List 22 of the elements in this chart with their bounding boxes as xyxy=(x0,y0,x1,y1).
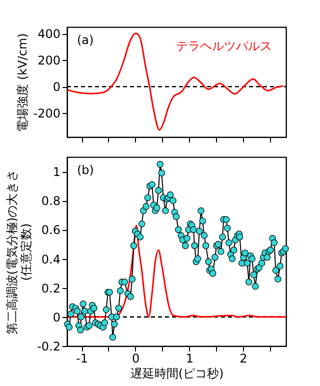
annotation: (b) xyxy=(77,163,94,177)
annotation: (a) xyxy=(77,33,94,47)
y-tick-label: 0 xyxy=(52,310,60,324)
y-tick-label: 200 xyxy=(38,54,60,68)
y-tick-label: 1 xyxy=(52,165,60,180)
y-tick-label: -200 xyxy=(33,106,60,121)
y-tick-label: 0.6 xyxy=(41,223,60,238)
x-axis-title: 遅延時間(ピコ秒) xyxy=(130,366,224,380)
y-tick-label: 400 xyxy=(38,27,60,42)
y-tick-label: 0.8 xyxy=(41,194,60,208)
text: テラヘルツパルス xyxy=(176,39,272,53)
x-tick-label: 0 xyxy=(132,352,140,366)
y-tick-label: 0.4 xyxy=(41,252,60,266)
y-axis-title: 電場強度 (kV/cm) xyxy=(15,33,30,132)
y-axis-title: 第二高調波(電気分極)の大きさ (任意定数) xyxy=(5,169,34,335)
y-tick-label: -0.2 xyxy=(37,340,60,354)
x-tick-label: 2 xyxy=(240,352,248,366)
y-tick-label: 0.2 xyxy=(41,281,60,296)
line-series xyxy=(66,32,284,131)
y-tick-label: 0 xyxy=(52,80,60,94)
x-tick-label: -1 xyxy=(76,352,88,366)
x-tick-label: 1 xyxy=(186,352,194,366)
